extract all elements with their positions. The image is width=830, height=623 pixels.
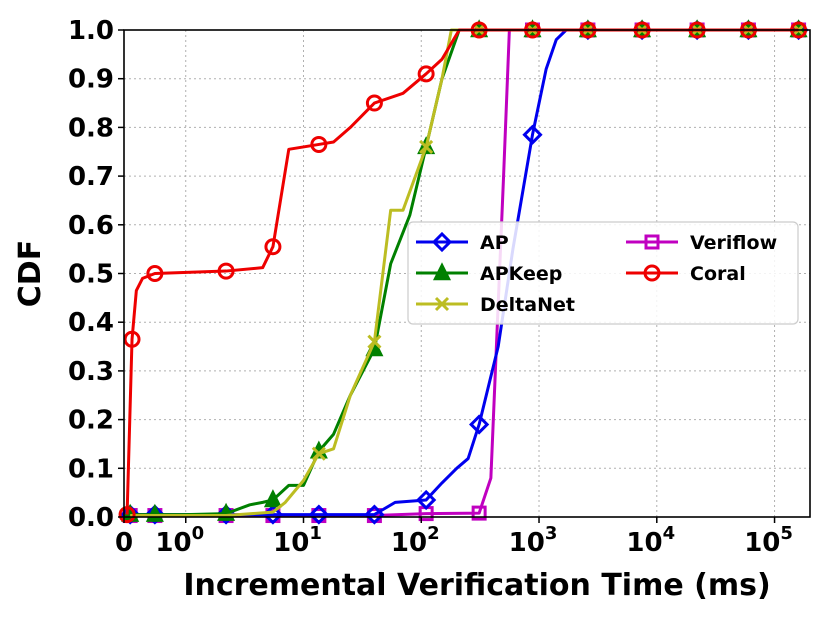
y-tick-label: 0.6 <box>68 211 114 241</box>
legend-marker-veriflow <box>644 234 660 250</box>
legend-item-ap: AP <box>416 231 509 254</box>
legend-item-veriflow: Veriflow <box>626 232 777 254</box>
data-point-coral <box>264 238 282 256</box>
y-axis-label: CDF <box>13 240 48 307</box>
data-point-apkeep <box>263 489 282 508</box>
x-axis-label: Incremental Verification Time (ms) <box>183 568 770 603</box>
x-tick-exponent: 4 <box>663 523 676 544</box>
x-tick-exponent: 1 <box>309 523 322 544</box>
y-tick-label: 1.0 <box>68 16 114 46</box>
x-tick-base: 10 <box>509 528 545 558</box>
data-point-ap <box>364 504 385 525</box>
y-tick-label: 0.1 <box>68 454 114 484</box>
x-tick-exponent: 0 <box>192 523 205 544</box>
x-tick-base: 10 <box>273 528 309 558</box>
data-point-deltanet <box>419 139 434 154</box>
x-tick-base: 10 <box>391 528 427 558</box>
legend: AP APKeep DeltaNet Veriflow Coral <box>407 221 799 325</box>
legend-label-deltanet: DeltaNet <box>480 294 575 316</box>
legend-item-coral: Coral <box>626 263 746 285</box>
data-point-ap <box>144 504 165 525</box>
y-tick-label: 0.3 <box>68 357 114 387</box>
ticks: 0.00.10.20.30.40.50.60.70.80.91.00 100 101… <box>68 16 793 558</box>
data-point-ap <box>416 489 437 511</box>
y-tick-label: 0.7 <box>68 162 114 192</box>
data-point-coral <box>118 506 136 524</box>
x-tick-base: 10 <box>626 528 662 558</box>
y-tick-label: 0.9 <box>68 65 114 95</box>
data-point-coral <box>365 94 383 112</box>
data-point-coral <box>146 265 164 282</box>
data-point-deltanet <box>367 334 382 349</box>
legend-label-coral: Coral <box>690 263 746 285</box>
legend-item-deltanet: DeltaNet <box>416 294 575 316</box>
x-tick-label: 101 <box>273 523 322 558</box>
x-tick-label: 100 <box>155 523 204 558</box>
data-point-ap <box>522 124 543 145</box>
x-tick-label: 0 <box>115 528 133 558</box>
data-point-coral <box>310 135 328 153</box>
data-point-ap <box>308 504 329 525</box>
x-tick-base: 10 <box>155 528 191 558</box>
data-point-veriflow <box>471 505 487 521</box>
x-tick-label: 102 <box>391 523 440 558</box>
legend-marker-deltanet <box>434 296 450 312</box>
data-point-ap <box>469 414 490 435</box>
x-tick-exponent: 3 <box>545 523 558 544</box>
legend-marker-apkeep <box>432 262 452 281</box>
y-tick-label: 0.5 <box>68 260 114 290</box>
x-tick-exponent: 2 <box>427 523 440 544</box>
legend-label-ap: AP <box>480 232 509 254</box>
x-tick-label: 103 <box>509 523 558 558</box>
data-point-ap <box>120 504 141 525</box>
y-tick-label: 0.2 <box>68 406 114 436</box>
x-tick-base: 10 <box>744 528 780 558</box>
legend-item-apkeep: APKeep <box>416 262 562 285</box>
legend-box <box>407 221 799 325</box>
y-tick-label: 0.0 <box>68 503 114 533</box>
x-tick-label: 104 <box>626 523 675 558</box>
legend-marker-coral <box>643 264 661 282</box>
legend-label-apkeep: APKeep <box>480 263 562 285</box>
data-point-coral <box>417 65 435 83</box>
data-point-coral <box>123 330 141 348</box>
legend-label-veriflow: Veriflow <box>690 232 777 254</box>
data-point-deltanet <box>311 446 326 461</box>
data-point-coral <box>217 262 235 280</box>
legend-marker-ap <box>431 231 453 253</box>
y-tick-label: 0.8 <box>68 113 114 143</box>
x-tick-exponent: 5 <box>780 523 793 544</box>
x-tick-label: 105 <box>744 523 793 558</box>
y-tick-label: 0.4 <box>68 308 114 338</box>
